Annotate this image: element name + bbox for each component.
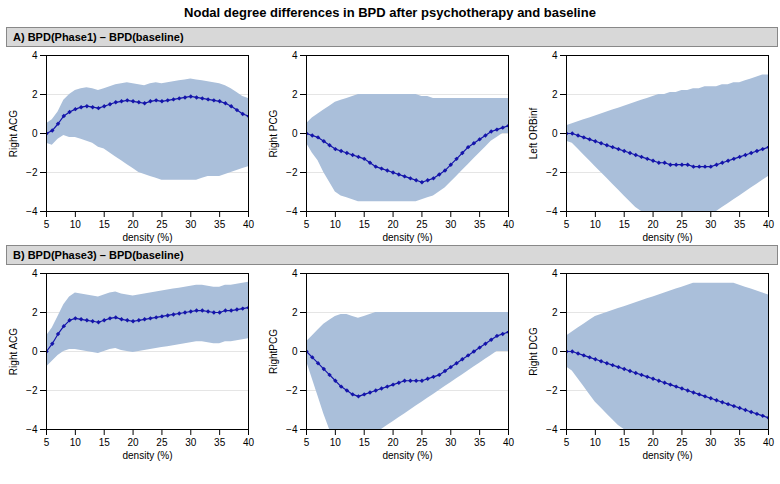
svg-text:Right DCG: Right DCG bbox=[528, 327, 539, 376]
svg-text:−2: −2 bbox=[546, 385, 558, 396]
svg-text:0: 0 bbox=[552, 346, 558, 357]
svg-text:20: 20 bbox=[128, 219, 140, 230]
svg-text:density (%): density (%) bbox=[642, 450, 692, 461]
svg-text:0: 0 bbox=[32, 128, 38, 139]
svg-text:2: 2 bbox=[552, 307, 558, 318]
svg-text:RightPCG: RightPCG bbox=[268, 329, 279, 374]
svg-text:30: 30 bbox=[185, 437, 197, 448]
svg-text:4: 4 bbox=[292, 268, 298, 279]
svg-text:4: 4 bbox=[552, 268, 558, 279]
svg-text:15: 15 bbox=[99, 219, 111, 230]
svg-text:5: 5 bbox=[304, 437, 310, 448]
svg-text:2: 2 bbox=[552, 89, 558, 100]
svg-text:40: 40 bbox=[763, 437, 775, 448]
svg-text:5: 5 bbox=[564, 437, 570, 448]
svg-text:30: 30 bbox=[445, 219, 457, 230]
svg-text:2: 2 bbox=[292, 307, 298, 318]
svg-text:40: 40 bbox=[243, 437, 255, 448]
svg-text:20: 20 bbox=[388, 437, 400, 448]
svg-text:40: 40 bbox=[243, 219, 255, 230]
svg-text:0: 0 bbox=[32, 346, 38, 357]
svg-text:4: 4 bbox=[292, 50, 298, 61]
svg-text:10: 10 bbox=[330, 437, 342, 448]
svg-text:−4: −4 bbox=[26, 206, 38, 217]
svg-text:10: 10 bbox=[590, 219, 602, 230]
svg-text:0: 0 bbox=[552, 128, 558, 139]
svg-text:35: 35 bbox=[734, 437, 746, 448]
svg-text:10: 10 bbox=[70, 219, 82, 230]
svg-text:−2: −2 bbox=[26, 385, 38, 396]
svg-text:density (%): density (%) bbox=[122, 232, 172, 243]
svg-text:20: 20 bbox=[128, 437, 140, 448]
svg-text:density (%): density (%) bbox=[382, 450, 432, 461]
svg-text:Right ACG: Right ACG bbox=[8, 328, 19, 375]
svg-text:10: 10 bbox=[70, 437, 82, 448]
svg-text:5: 5 bbox=[44, 437, 50, 448]
svg-text:2: 2 bbox=[32, 89, 38, 100]
svg-text:25: 25 bbox=[416, 219, 428, 230]
svg-text:4: 4 bbox=[552, 50, 558, 61]
svg-text:−4: −4 bbox=[286, 424, 298, 435]
svg-text:30: 30 bbox=[445, 437, 457, 448]
svg-text:35: 35 bbox=[474, 219, 486, 230]
svg-text:35: 35 bbox=[214, 219, 226, 230]
svg-text:density (%): density (%) bbox=[122, 450, 172, 461]
svg-text:−4: −4 bbox=[286, 206, 298, 217]
svg-text:10: 10 bbox=[330, 219, 342, 230]
svg-text:−4: −4 bbox=[26, 424, 38, 435]
svg-text:30: 30 bbox=[185, 219, 197, 230]
svg-text:15: 15 bbox=[359, 437, 371, 448]
svg-text:25: 25 bbox=[156, 437, 168, 448]
svg-text:density (%): density (%) bbox=[642, 232, 692, 243]
svg-text:35: 35 bbox=[734, 219, 746, 230]
svg-text:40: 40 bbox=[503, 437, 515, 448]
svg-text:4: 4 bbox=[32, 268, 38, 279]
html-text:Nodal degree differences in BP: Nodal degree differences in BPD after ps… bbox=[184, 5, 596, 20]
svg-text:5: 5 bbox=[564, 219, 570, 230]
svg-text:5: 5 bbox=[44, 219, 50, 230]
svg-text:0: 0 bbox=[292, 128, 298, 139]
svg-text:25: 25 bbox=[416, 437, 428, 448]
svg-text:30: 30 bbox=[705, 219, 717, 230]
svg-text:−4: −4 bbox=[546, 206, 558, 217]
svg-text:40: 40 bbox=[503, 219, 515, 230]
svg-text:20: 20 bbox=[648, 437, 660, 448]
svg-text:density (%): density (%) bbox=[382, 232, 432, 243]
svg-text:25: 25 bbox=[676, 219, 688, 230]
svg-text:20: 20 bbox=[388, 219, 400, 230]
svg-text:35: 35 bbox=[214, 437, 226, 448]
svg-text:5: 5 bbox=[304, 219, 310, 230]
svg-text:0: 0 bbox=[292, 346, 298, 357]
svg-text:35: 35 bbox=[474, 437, 486, 448]
svg-text:Left ORBinf: Left ORBinf bbox=[528, 107, 539, 159]
svg-text:Right ACG: Right ACG bbox=[8, 110, 19, 157]
svg-text:40: 40 bbox=[763, 219, 775, 230]
html-text:A) BPD(Phase1) – BPD(baseline): A) BPD(Phase1) – BPD(baseline) bbox=[13, 31, 184, 43]
svg-text:−2: −2 bbox=[286, 167, 298, 178]
svg-text:25: 25 bbox=[156, 219, 168, 230]
html-text:B) BPD(Phase3) – BPD(baseline): B) BPD(Phase3) – BPD(baseline) bbox=[13, 249, 184, 261]
svg-text:−4: −4 bbox=[546, 424, 558, 435]
svg-text:25: 25 bbox=[676, 437, 688, 448]
svg-text:−2: −2 bbox=[26, 167, 38, 178]
svg-text:30: 30 bbox=[705, 437, 717, 448]
svg-text:4: 4 bbox=[32, 50, 38, 61]
svg-text:10: 10 bbox=[590, 437, 602, 448]
svg-text:20: 20 bbox=[648, 219, 660, 230]
svg-text:15: 15 bbox=[99, 437, 111, 448]
svg-text:15: 15 bbox=[359, 219, 371, 230]
svg-text:Right PCG: Right PCG bbox=[268, 109, 279, 157]
svg-text:2: 2 bbox=[32, 307, 38, 318]
svg-text:2: 2 bbox=[292, 89, 298, 100]
svg-text:−2: −2 bbox=[546, 167, 558, 178]
svg-text:−2: −2 bbox=[286, 385, 298, 396]
svg-text:15: 15 bbox=[619, 437, 631, 448]
svg-text:15: 15 bbox=[619, 219, 631, 230]
